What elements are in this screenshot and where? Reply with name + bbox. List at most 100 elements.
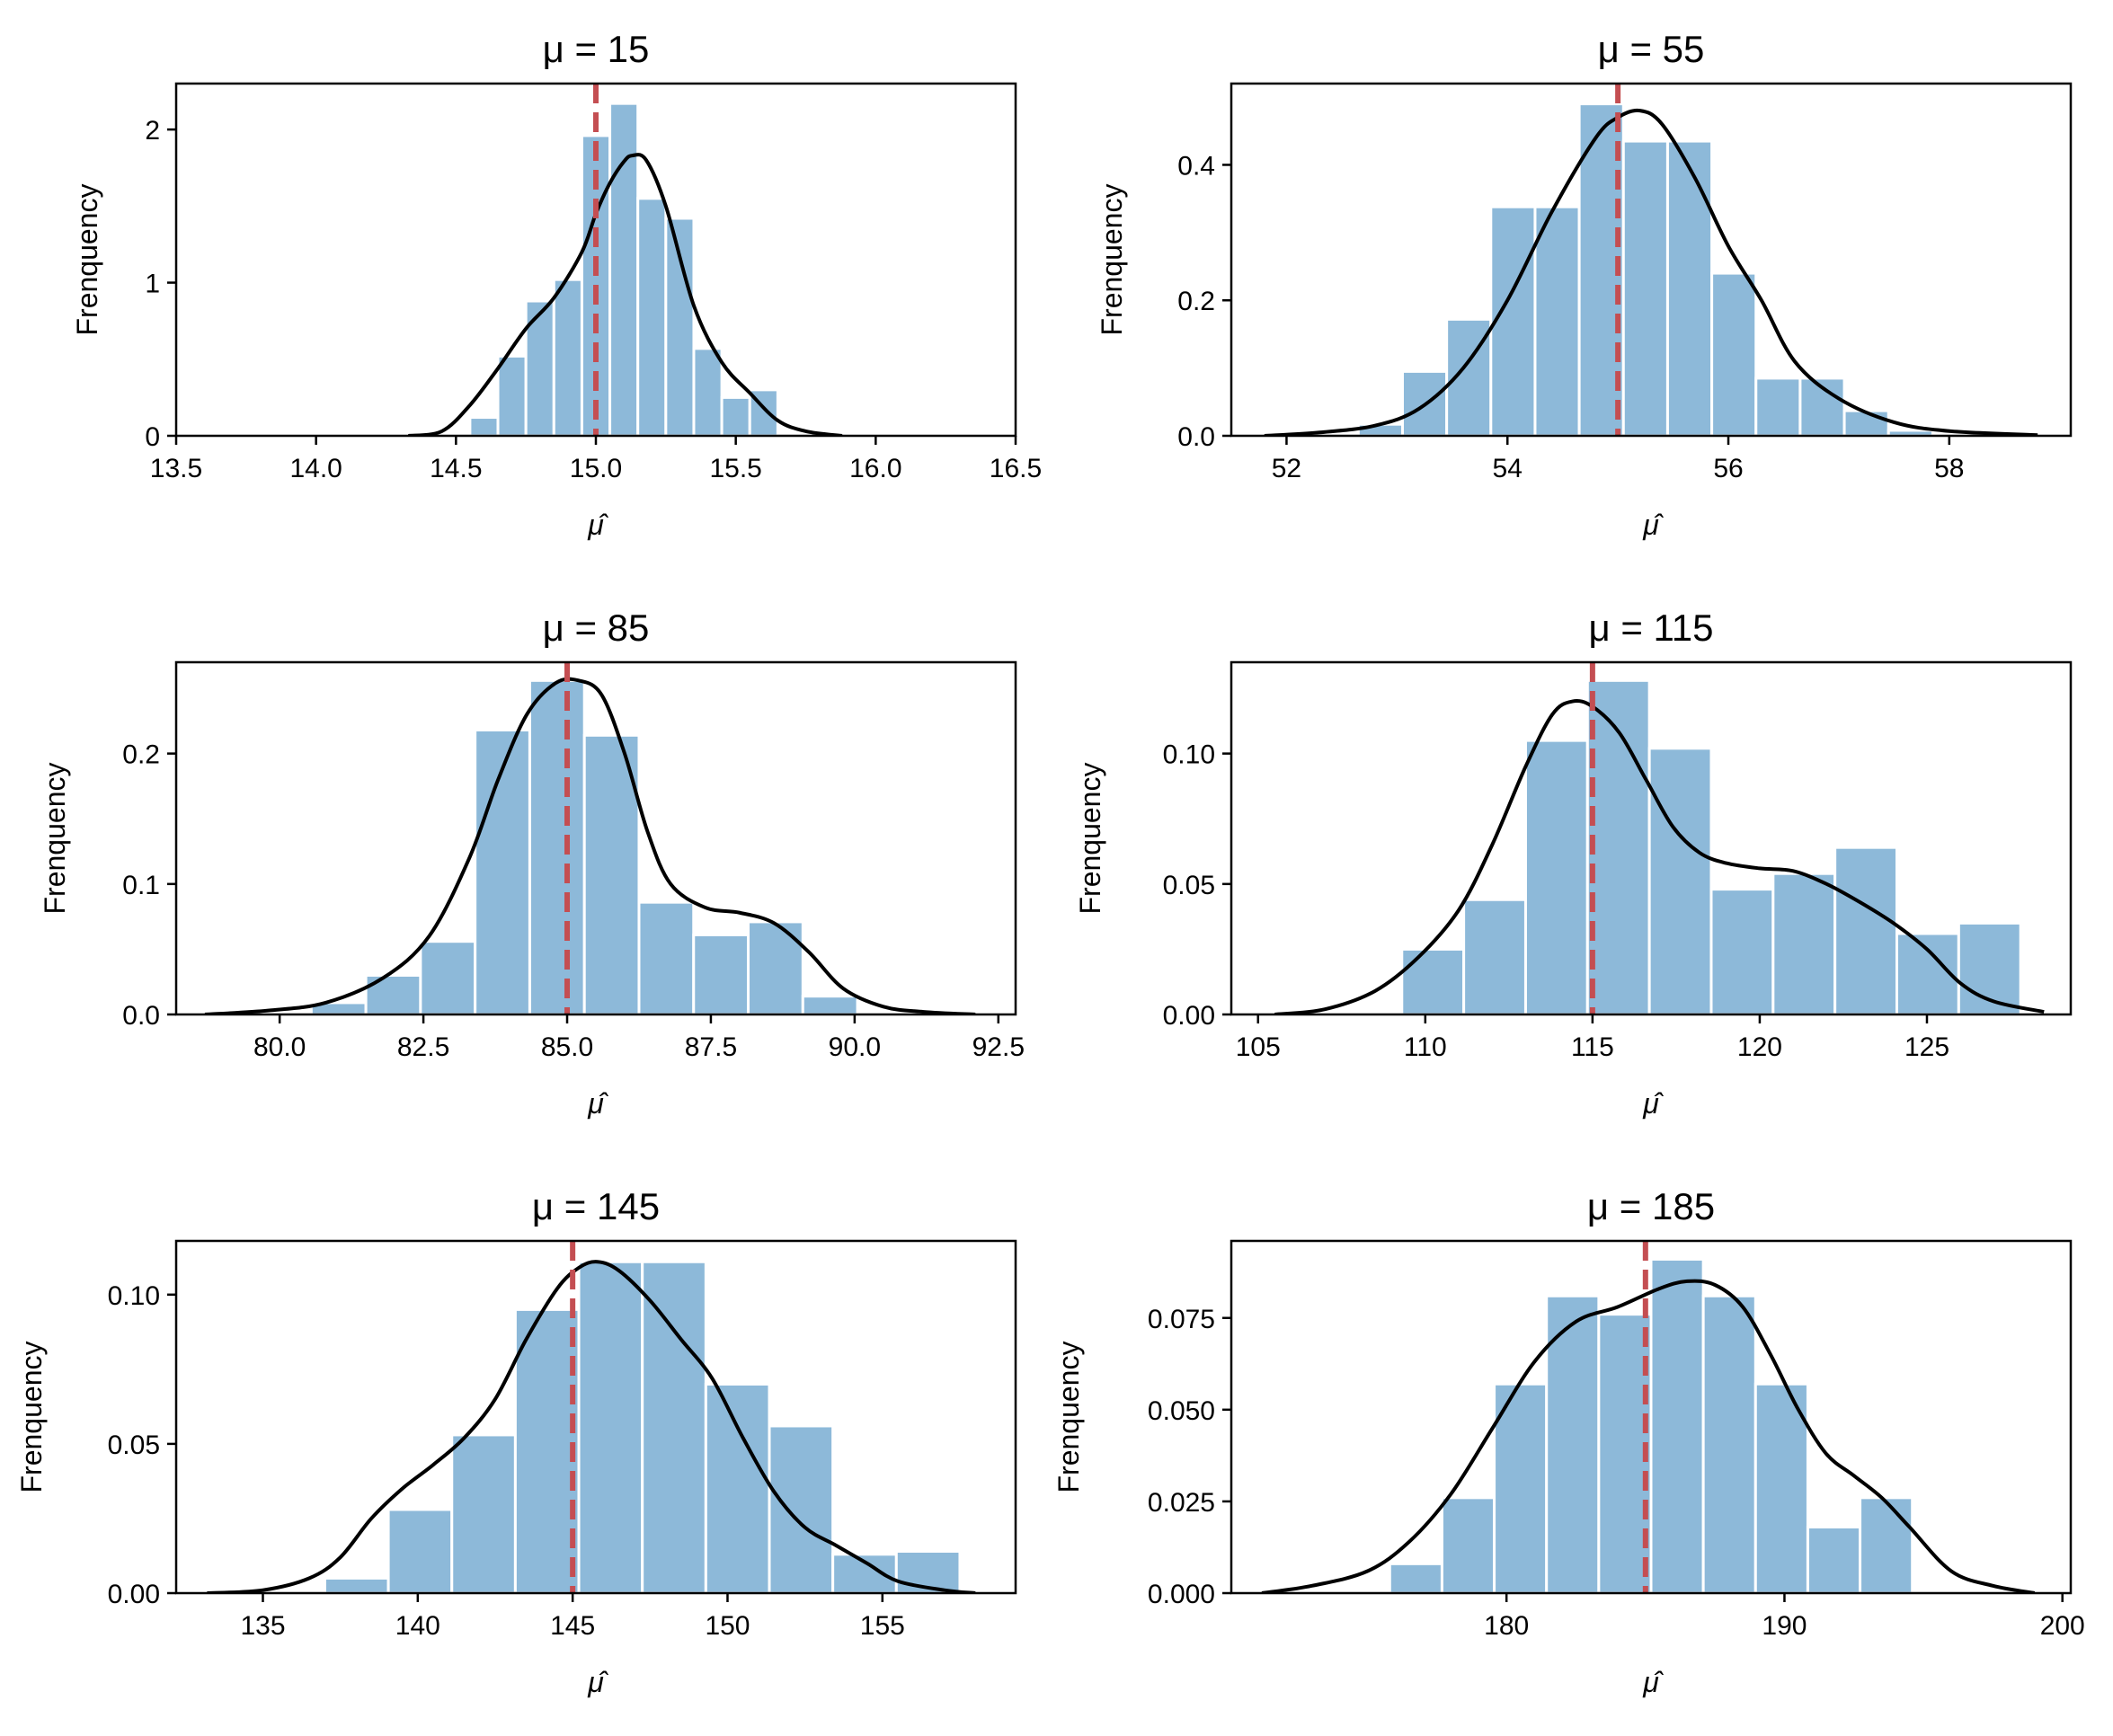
x-tick-label: 92.5 <box>972 1032 1025 1062</box>
x-tick-label: 14.0 <box>289 454 342 483</box>
histogram-bar <box>1887 429 1934 436</box>
histogram-bar <box>474 728 531 1014</box>
histogram-bar <box>450 1433 517 1593</box>
histogram-bar <box>608 102 640 436</box>
histogram-bar <box>496 354 528 436</box>
histogram-bar <box>1806 1526 1862 1593</box>
y-axis-label: Frenquency <box>15 1342 48 1493</box>
x-tick-label: 15.0 <box>570 454 622 483</box>
subplot-title: μ = 185 <box>1587 1185 1715 1227</box>
x-tick-label: 58 <box>1934 454 1964 483</box>
histogram-bar <box>419 940 477 1014</box>
subplot-6: 180 190 200 0.000 0.025 0.050 0.075 μ = 185 μ̂ Fr… <box>1052 1185 2085 1698</box>
y-tick-label: 0.025 <box>1148 1488 1215 1518</box>
y-tick-label: 0.00 <box>1163 1001 1215 1031</box>
x-tick-label: 14.5 <box>430 454 482 483</box>
subplot-2: 52 54 56 58 0.0 0.2 0.4 μ = 55 μ̂ Frenquency <box>1096 28 2073 541</box>
histogram-bar <box>1753 1382 1809 1593</box>
histogram-bar <box>1859 1496 1914 1593</box>
x-tick-label: 56 <box>1713 454 1743 483</box>
histogram-bar <box>1597 1313 1653 1593</box>
plot-area <box>1261 1241 2036 1593</box>
histogram-bar <box>747 920 804 1014</box>
histogram-bar <box>801 995 859 1014</box>
x-tick-label: 16.5 <box>990 454 1042 483</box>
y-tick-label: 2 <box>145 116 160 146</box>
x-tick-label: 105 <box>1236 1032 1281 1062</box>
histogram-bar <box>720 395 751 436</box>
histogram-bar <box>1842 409 1890 436</box>
subplot-title: μ = 115 <box>1588 607 1713 649</box>
plot-area <box>207 1241 976 1593</box>
x-tick-label: 110 <box>1404 1032 1447 1062</box>
histogram-bar <box>1489 205 1537 436</box>
histogram-bar <box>582 733 641 1014</box>
subplot-title: μ = 15 <box>543 28 650 70</box>
x-tick-label: 54 <box>1493 454 1523 483</box>
subplot-4: 105 110 115 120 125 0.00 0.05 0.10 μ = 115 μ̂ Fren… <box>1074 607 2073 1120</box>
y-tick-label: 0 <box>145 422 160 452</box>
kde-curve <box>1264 108 2038 436</box>
y-tick-label: 0.00 <box>108 1580 160 1609</box>
y-tick-label: 0.075 <box>1148 1305 1215 1334</box>
y-tick-label: 0.10 <box>1163 740 1215 770</box>
histogram-bar <box>1462 898 1527 1014</box>
x-tick-label: 145 <box>550 1611 595 1641</box>
y-tick-label: 0.000 <box>1148 1580 1215 1609</box>
histogram-bar <box>1493 1382 1549 1593</box>
kde-curve <box>408 153 843 436</box>
histogram-bar <box>468 416 500 436</box>
y-axis-label: Frenquency <box>1096 184 1128 336</box>
x-tick-label: 87.5 <box>685 1032 737 1062</box>
histogram-bar <box>641 1260 707 1593</box>
y-tick-label: 0.2 <box>122 740 160 770</box>
histogram-bar <box>636 197 668 436</box>
subplot-title: μ = 145 <box>532 1185 660 1227</box>
x-axis-label: μ̂ <box>587 1087 609 1120</box>
y-tick-label: 0.0 <box>122 1001 160 1031</box>
histogram-bar <box>513 1307 581 1593</box>
histogram-bar <box>323 1576 390 1593</box>
y-axis-label: Frenquency <box>71 184 103 336</box>
axes-frame <box>174 660 1017 1016</box>
histogram-bar <box>692 347 724 436</box>
y-tick-label: 0.10 <box>108 1281 160 1311</box>
histogram-bar <box>1621 139 1669 436</box>
y-tick-label: 0.0 <box>1177 422 1215 452</box>
x-tick-label: 135 <box>240 1611 285 1641</box>
histogram-bar <box>1649 1257 1705 1593</box>
histogram-bar <box>1665 139 1714 436</box>
histogram-bar <box>1754 376 1802 436</box>
y-axis-label: Frenquency <box>39 763 71 915</box>
kde-curve <box>204 677 976 1014</box>
x-tick-label: 120 <box>1737 1032 1782 1062</box>
histogram-bar <box>364 973 422 1014</box>
x-tick-label: 140 <box>395 1611 440 1641</box>
x-tick-label: 155 <box>860 1611 905 1641</box>
histogram-bar <box>552 278 583 436</box>
histogram-bar <box>1701 1294 1757 1593</box>
histogram-bar <box>1833 846 1899 1014</box>
x-axis-label: μ̂ <box>587 1666 609 1698</box>
histogram-bar <box>1545 1294 1601 1593</box>
histogram-bar <box>704 1382 771 1593</box>
y-tick-label: 0.05 <box>1163 871 1215 900</box>
histogram-bar <box>692 933 750 1014</box>
histogram-bar <box>1400 947 1466 1014</box>
plot-area <box>1264 84 2038 436</box>
x-tick-label: 190 <box>1762 1611 1807 1641</box>
x-tick-label: 180 <box>1484 1611 1529 1641</box>
plot-area <box>204 662 976 1014</box>
y-tick-label: 0.4 <box>1177 151 1215 181</box>
x-tick-label: 125 <box>1904 1032 1949 1062</box>
x-axis-label: μ̂ <box>1642 1666 1665 1698</box>
histogram-bar <box>1533 205 1581 436</box>
subplot-1: 13.5 14.0 14.5 15.0 15.5 16.0 16.5 0 1 2 μ = 15 μ̂ F… <box>71 28 1042 541</box>
y-tick-label: 0.2 <box>1177 287 1215 316</box>
x-tick-label: 85.0 <box>541 1032 593 1062</box>
histogram-bar <box>1388 1562 1443 1593</box>
kde-curve <box>207 1260 976 1593</box>
histogram-bar <box>1771 872 1837 1014</box>
x-tick-label: 13.5 <box>150 454 202 483</box>
